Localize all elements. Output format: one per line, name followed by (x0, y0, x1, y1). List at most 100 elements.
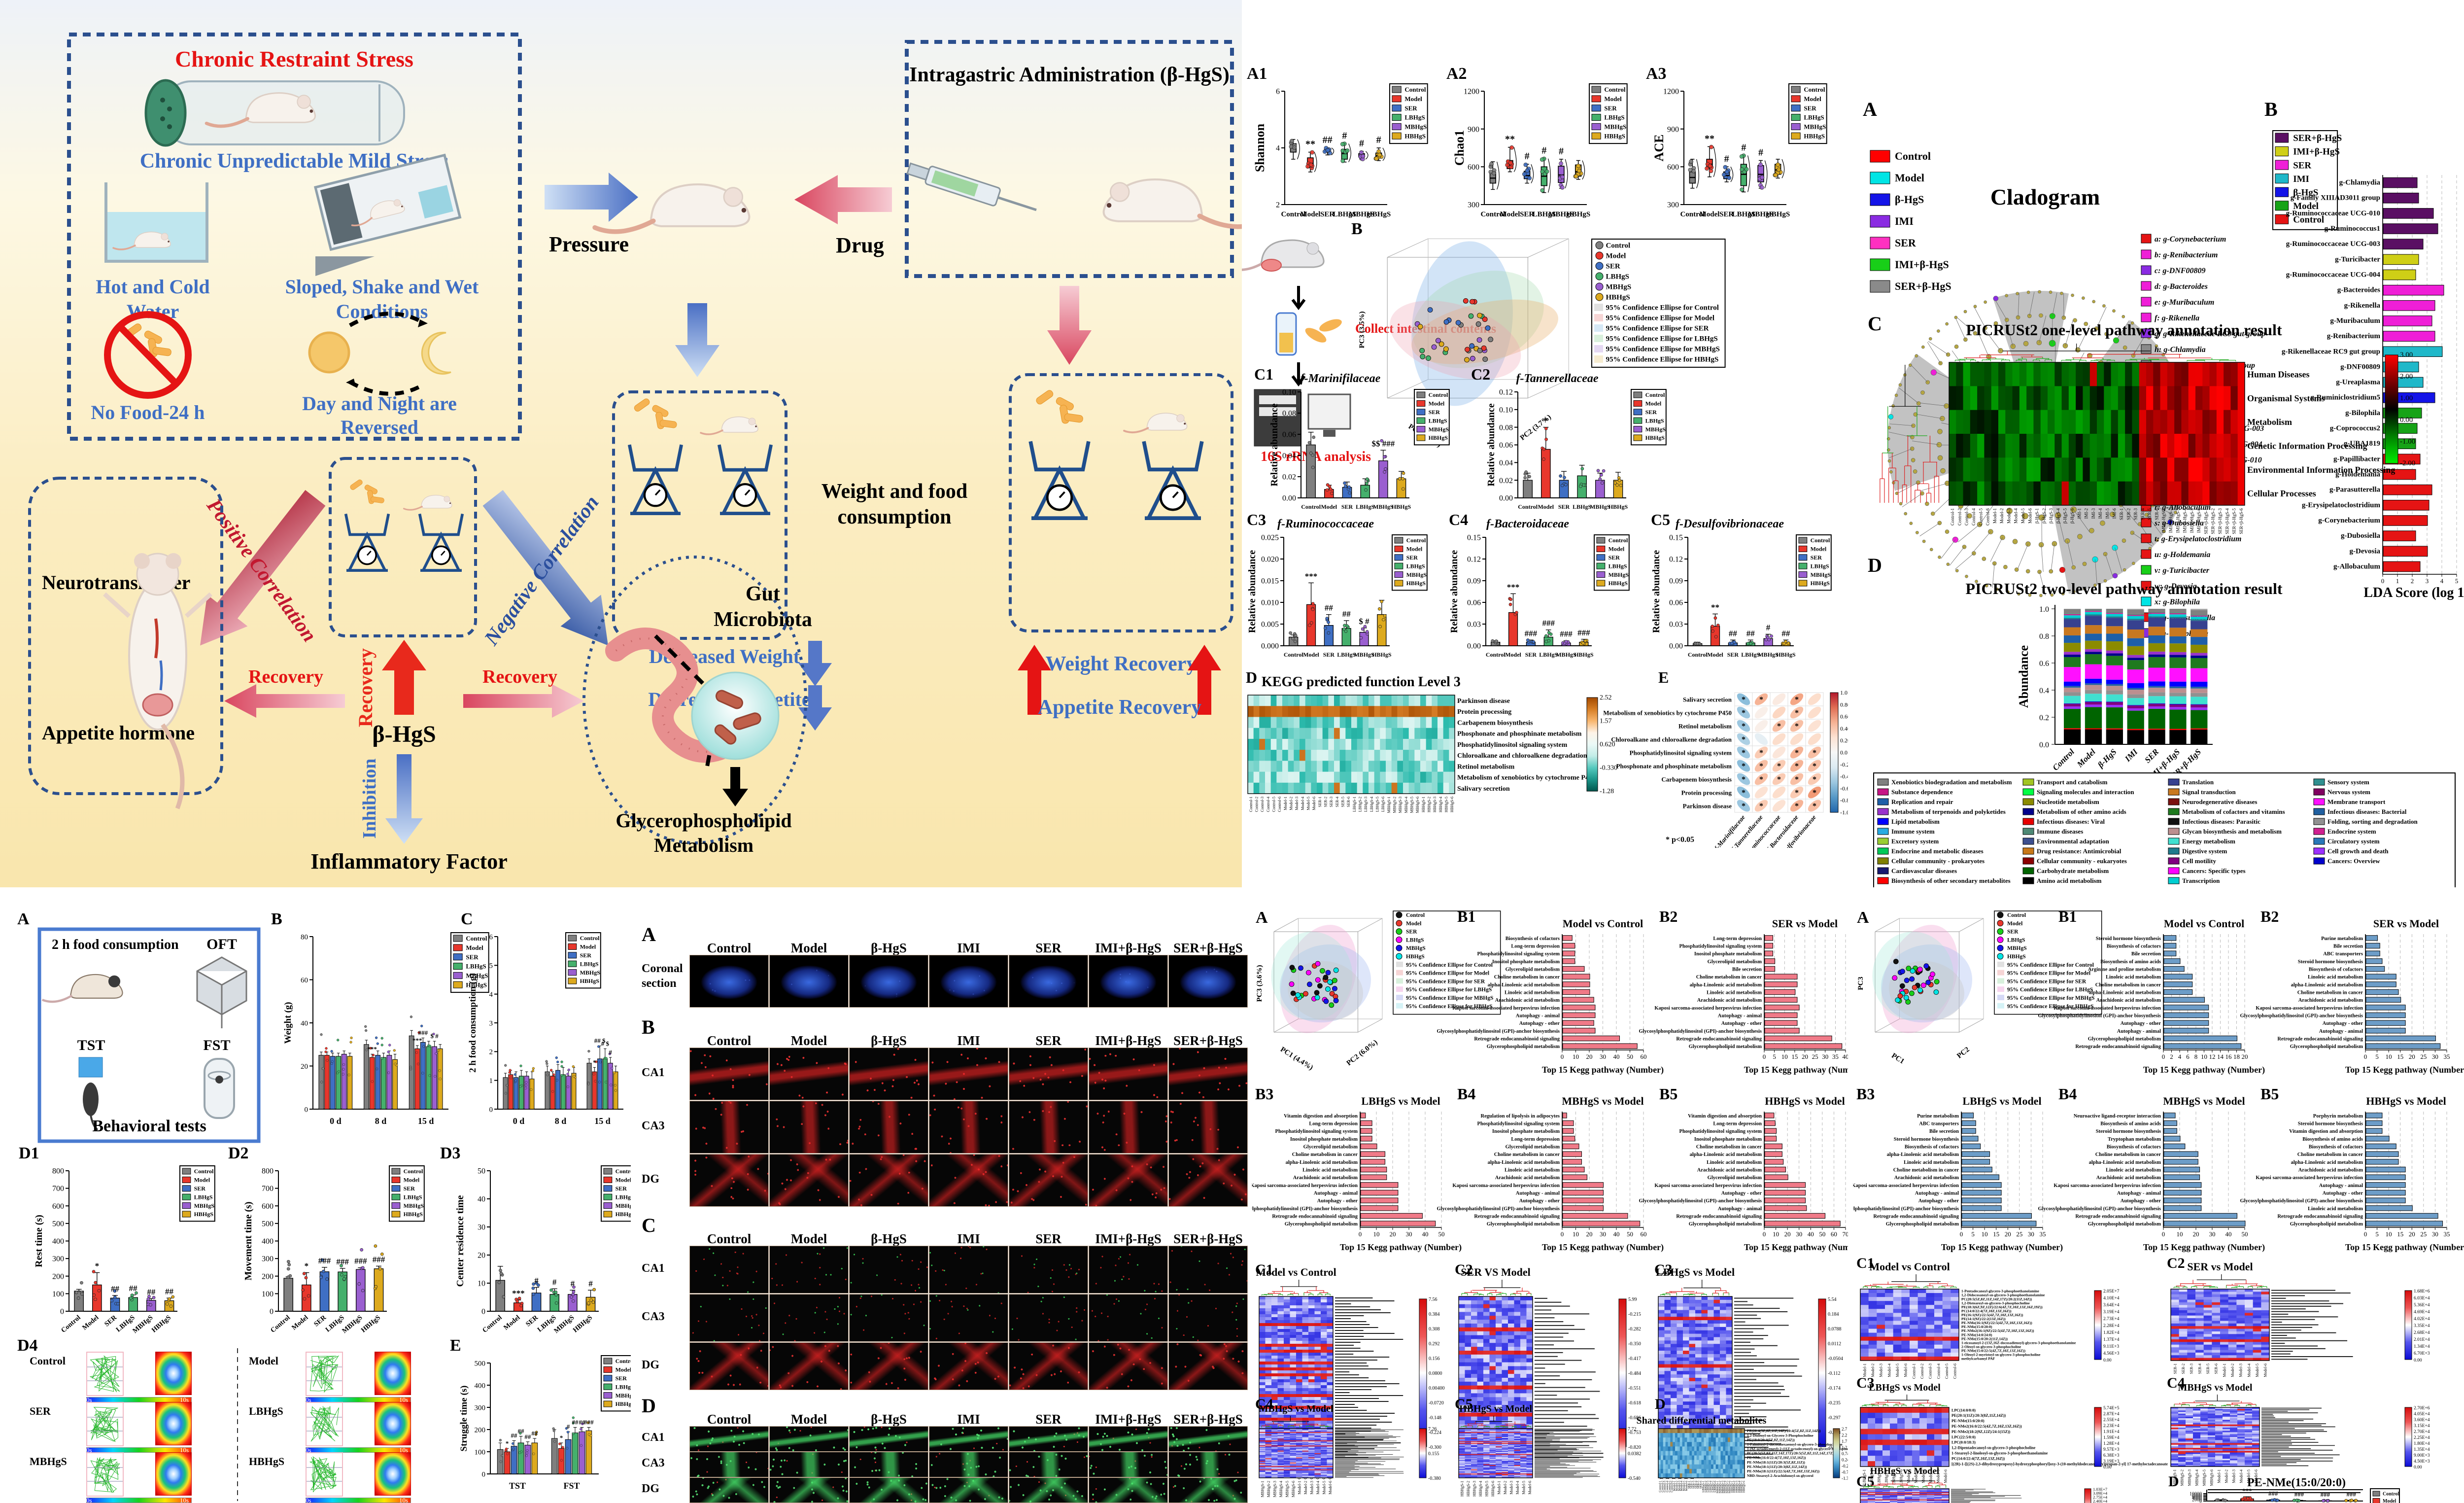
svg-text:0.08: 0.08 (1499, 423, 1513, 432)
svg-text:Model: Model (1707, 651, 1723, 658)
svg-text:Control: Control (1645, 391, 1665, 398)
svg-text:300: 300 (1667, 201, 1679, 210)
column-header: IMI (957, 1412, 980, 1427)
svg-text:IMI-2: IMI-2 (2084, 508, 2089, 519)
svg-text:SER: SER (1804, 105, 1816, 112)
row-label: DG (642, 1482, 659, 1495)
micrograph-sparse (689, 1246, 769, 1293)
svg-text:HBHgS: HBHgS (1404, 132, 1426, 140)
svg-text:Substance dependence: Substance dependence (1891, 788, 1953, 796)
svg-text:0.8: 0.8 (2039, 632, 2049, 641)
svg-text:Model-6: Model-6 (1312, 797, 1316, 810)
svg-text:Glycerophospholipid metabolism: Glycerophospholipid metabolism (1487, 1222, 1560, 1227)
svg-text:###: ### (373, 1255, 385, 1264)
svg-text:Energy metabolism: Energy metabolism (2182, 838, 2235, 845)
svg-text:g-Renibacterium: g-Renibacterium (2327, 332, 2381, 340)
svg-text:50: 50 (1627, 1230, 1633, 1238)
svg-text:*: * (1742, 735, 1745, 744)
svg-text:Signal transduction: Signal transduction (2182, 788, 2236, 796)
svg-text:D3: D3 (440, 1144, 461, 1162)
svg-text:40: 40 (478, 1195, 485, 1204)
micrograph-sparse (849, 1246, 928, 1293)
svg-text:HBHgS: HBHgS (616, 1400, 631, 1407)
svg-text:Choline metabolism in cancer: Choline metabolism in cancer (1494, 1152, 1560, 1157)
svg-text:Control: Control (2051, 747, 2076, 772)
svg-text:f-Bacteroidaceae: f-Bacteroidaceae (1486, 518, 1569, 530)
svg-text:a: g-Corynebacterium: a: g-Corynebacterium (2155, 235, 2226, 244)
drug-arrow (794, 175, 892, 224)
svg-text:Chloroalkane and chloroalkene: Chloroalkane and chloroalkene degradatio… (1611, 735, 1732, 743)
svg-text:MBHgS: MBHgS (1556, 651, 1576, 658)
svg-text:Metabolism of xenobiotics by c: Metabolism of xenobiotics by cytochrome … (1603, 709, 1732, 716)
svg-text:0.00: 0.00 (1282, 494, 1296, 503)
svg-text:0: 0 (481, 1308, 485, 1316)
svg-text:Drug resistance: Antimicrobial: Drug resistance: Antimicrobial (2037, 847, 2122, 855)
svg-text:Control-2: Control-2 (1255, 797, 1259, 812)
neuro-box (28, 477, 223, 795)
svg-text:g-Devosia: g-Devosia (2350, 547, 2381, 555)
svg-text:SER: SER (616, 1375, 627, 1382)
svg-text:Vitamin digestion and absorpti: Vitamin digestion and absorption (1688, 1114, 1762, 1119)
micrograph-sparse (769, 1246, 849, 1293)
svg-text:Phosphatidylinositol signaling: Phosphatidylinositol signaling system (1457, 741, 1568, 749)
svg-text:-0.300: -0.300 (1429, 1445, 1441, 1450)
svg-text:0.04: 0.04 (1282, 452, 1296, 460)
micrograph-greenCA1 (1089, 1426, 1168, 1452)
svg-text:SER+β-HgS-1: SER+β-HgS-1 (2203, 508, 2208, 534)
svg-text:##: ## (147, 1287, 156, 1296)
svg-text:0.10: 0.10 (1282, 388, 1296, 397)
svg-text:#: # (1766, 623, 1771, 632)
supine-mouse-icon (103, 553, 213, 809)
micrograph-redDG (769, 1342, 849, 1390)
svg-text:SER: SER (1895, 237, 1916, 249)
svg-text:MBHgS: MBHgS (1608, 571, 1629, 578)
svg-text:v: g-Turicibacter: v: g-Turicibacter (2155, 566, 2210, 575)
micrograph-redCA1 (849, 1048, 928, 1100)
svg-text:β-HgS: β-HgS (2293, 187, 2318, 198)
svg-text:Glycerolipid metabolism: Glycerolipid metabolism (1708, 1175, 1762, 1181)
micrograph-redCA1 (929, 1048, 1008, 1100)
dec-appetite-arrow (798, 685, 832, 731)
micrograph-redCA1 (1009, 1048, 1088, 1100)
svg-text:MBHgS: MBHgS (1429, 426, 1449, 433)
svg-text:*: * (1742, 802, 1745, 810)
svg-text:SER-5: SER-5 (2147, 508, 2152, 521)
svg-text:Choline metabolism in cancer: Choline metabolism in cancer (1292, 1152, 1358, 1157)
metabolomics-left-figure-block: A PC3 (3.6%) PC1 (4.4%) PC2 (6.0%) Control Mo… (1234, 902, 1866, 1503)
micrograph-redDG (1168, 1342, 1248, 1390)
micrograph-sparse (1089, 1294, 1168, 1342)
svg-text:Model: Model (194, 1177, 210, 1184)
svg-text:Control: Control (1480, 210, 1505, 218)
svg-text:**: ** (1305, 139, 1315, 150)
time-colorbar (306, 1397, 411, 1402)
svg-text:HBHgS: HBHgS (1804, 132, 1825, 140)
svg-text:600: 600 (52, 1202, 64, 1211)
svg-text:Model: Model (2075, 747, 2097, 769)
svg-text:C2: C2 (1471, 365, 1490, 383)
svg-text:Control: Control (580, 935, 600, 942)
svg-text:0: 0 (60, 1308, 64, 1316)
svg-text:SER+β-HgS-6: SER+β-HgS-6 (2239, 508, 2244, 534)
svg-text:##: ## (1325, 603, 1334, 613)
svg-text:0: 0 (270, 1308, 274, 1316)
micrograph-greenCA1 (1009, 1426, 1088, 1452)
svg-text:800: 800 (262, 1167, 274, 1176)
metab1-canvas: A PC3 (3.6%) PC1 (4.4%) PC2 (6.0%) Control Mo… (1234, 908, 1866, 1497)
svg-text:*: * (1795, 789, 1799, 797)
svg-text:FST: FST (203, 1037, 230, 1053)
svg-text:HBHgS: HBHgS (1372, 651, 1392, 658)
svg-text:MBHgS-4: MBHgS-4 (1404, 797, 1408, 813)
svg-text:Glycerolipid metabolism: Glycerolipid metabolism (1303, 1145, 1358, 1150)
svg-text:4: 4 (2440, 577, 2444, 585)
svg-text:B4: B4 (1457, 1085, 1475, 1103)
svg-text:Relative abundance: Relative abundance (1449, 550, 1460, 633)
svg-text:h: g-Chlamydia: h: g-Chlamydia (2155, 346, 2206, 354)
svg-text:g-Ruminococcus1: g-Ruminococcus1 (2325, 225, 2380, 233)
svg-text:SER: SER (313, 1314, 328, 1328)
svg-text:f-Tannerellaceae: f-Tannerellaceae (1516, 372, 1598, 385)
svg-text:Arachidonic acid metabolism: Arachidonic acid metabolism (1495, 1175, 1560, 1181)
micrograph-redCA1 (1168, 1048, 1248, 1100)
svg-text:MBHgS-3: MBHgS-3 (1398, 797, 1403, 813)
micrograph-sparse (1009, 1294, 1088, 1342)
svg-text:HBHgS: HBHgS (580, 978, 600, 984)
